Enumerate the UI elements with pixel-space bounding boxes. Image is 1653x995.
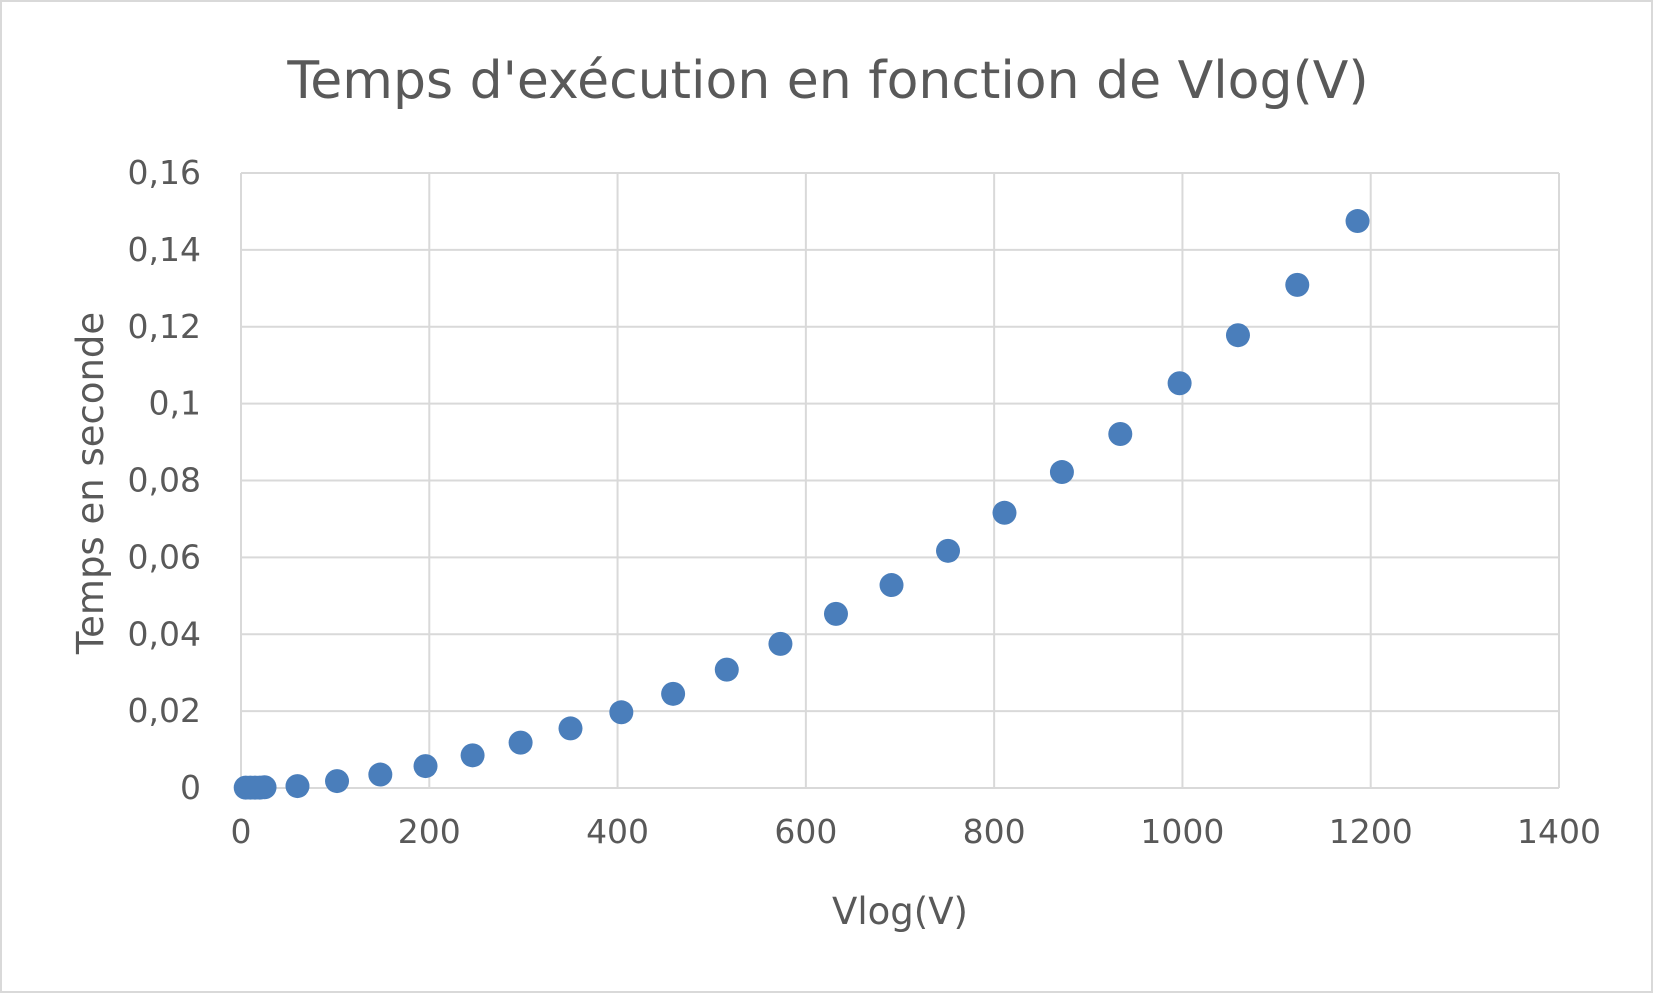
data-point <box>285 774 310 799</box>
y-tick-label: 0,12 <box>128 307 201 346</box>
x-axis-tick-labels: 0 200 400 600 800 1000 1200 1400 <box>231 812 1601 851</box>
y-tick-label: 0,1 <box>149 384 201 423</box>
data-point <box>252 775 277 800</box>
x-tick-label: 400 <box>586 812 649 851</box>
data-points <box>233 209 1370 800</box>
data-point <box>558 716 583 741</box>
y-tick-label: 0,06 <box>128 537 201 576</box>
data-point <box>460 743 485 768</box>
x-axis-title: Vlog(V) <box>832 890 968 933</box>
data-point <box>661 681 686 706</box>
x-tick-label: 600 <box>774 812 837 851</box>
data-point <box>714 657 739 682</box>
data-point <box>413 754 438 779</box>
y-tick-label: 0 <box>180 768 201 807</box>
x-tick-label: 1000 <box>1140 812 1224 851</box>
data-point <box>1225 323 1250 348</box>
x-tick-label: 1400 <box>1517 812 1601 851</box>
y-tick-label: 0,08 <box>128 461 201 500</box>
data-point <box>823 601 848 626</box>
data-point <box>1167 371 1192 396</box>
data-point <box>1345 209 1370 234</box>
x-tick-label: 1200 <box>1329 812 1413 851</box>
x-tick-label: 200 <box>398 812 461 851</box>
y-tick-label: 0,04 <box>128 614 201 653</box>
data-point <box>768 631 793 656</box>
y-tick-label: 0,02 <box>128 691 201 730</box>
y-axis-title: Temps en seconde <box>69 312 112 655</box>
y-tick-label: 0,16 <box>128 153 201 192</box>
data-point <box>609 700 634 725</box>
y-axis-tick-labels: 0 0,02 0,04 0,06 0,08 0,1 0,12 0,14 0,16 <box>128 153 201 807</box>
chart-title: Temps d'exécution en fonction de Vlog(V) <box>286 51 1368 111</box>
data-point <box>508 730 533 755</box>
gridlines <box>240 172 1560 789</box>
data-point <box>992 500 1017 525</box>
data-point <box>325 769 350 794</box>
data-point <box>936 538 961 563</box>
data-point <box>1049 460 1074 485</box>
x-tick-label: 800 <box>963 812 1026 851</box>
x-tick-label: 0 <box>231 812 252 851</box>
y-tick-label: 0,14 <box>128 230 201 269</box>
data-point <box>879 573 904 598</box>
data-point <box>1285 272 1310 297</box>
data-point <box>1108 421 1133 446</box>
data-point <box>368 762 393 787</box>
